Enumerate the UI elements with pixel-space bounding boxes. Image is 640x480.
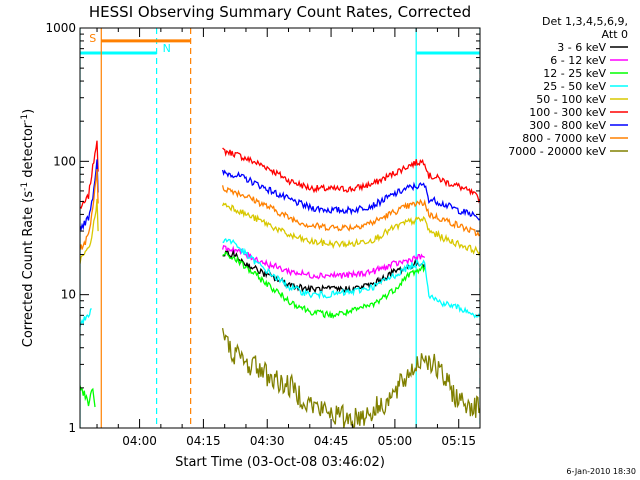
legend-header-line2: Att 0: [602, 28, 628, 41]
x-tick-label: 04:30: [250, 434, 285, 448]
series-line-2: [80, 168, 480, 251]
x-tick-label: 05:15: [441, 434, 476, 448]
y-axis: 1 10 100 1000: [45, 21, 480, 435]
x-axis: 04:00 04:15 04:30 04:45 05:00 05:15: [96, 28, 481, 448]
legend-label-0: 3 - 6 keV: [557, 41, 606, 54]
legend-label-2: 12 - 25 keV: [543, 67, 606, 80]
y-axis-label-sup1: -1: [20, 182, 30, 191]
series-line-3: [80, 198, 480, 264]
observing-markers: [80, 28, 480, 428]
series-line-1: [80, 159, 480, 232]
legend-label-6: 300 - 800 keV: [529, 119, 606, 132]
legend-header-line1: Det 1,3,4,5,6,9,: [542, 15, 628, 28]
legend-label-3: 25 - 50 keV: [543, 80, 606, 93]
y-tick-label: 10: [61, 288, 76, 302]
y-axis-label-end: ): [21, 109, 36, 114]
legend-label-4: 50 - 100 keV: [536, 93, 606, 106]
x-tick-label: 04:45: [314, 434, 349, 448]
y-axis-label-main: Corrected Count Rate (s: [21, 191, 36, 348]
series-line-4: [221, 245, 426, 280]
render-timestamp: 6-Jan-2010 18:30: [566, 467, 636, 476]
y-tick-label: 1000: [45, 21, 76, 35]
series-line-7: [80, 251, 426, 408]
series-group: [80, 140, 480, 428]
legend-label-7: 800 - 7000 keV: [522, 132, 606, 145]
night-marker-label: N: [163, 42, 171, 55]
y-tick-label: 100: [53, 154, 76, 168]
y-axis-label: Corrected Count Rate (s-1 detector-1): [20, 109, 36, 347]
plot-frame: [79, 27, 481, 429]
saa-marker-label: S: [89, 32, 96, 45]
y-axis-label-sup2: -1: [20, 114, 30, 123]
chart-title: HESSI Observing Summary Count Rates, Cor…: [89, 3, 471, 21]
x-tick-label: 04:00: [122, 434, 157, 448]
x-tick-label: 04:15: [186, 434, 221, 448]
x-axis-label: Start Time (03-Oct-08 03:46:02): [175, 455, 385, 470]
series-line-5: [222, 249, 426, 294]
x-tick-label: 05:00: [378, 434, 413, 448]
series-line-0: [80, 140, 480, 210]
y-axis-label-mid: detector: [21, 122, 36, 182]
legend-label-5: 100 - 300 keV: [529, 106, 606, 119]
y-tick-label: 1: [68, 421, 76, 435]
series-line-8: [221, 327, 480, 428]
series-line-6: [80, 238, 480, 327]
legend-label-1: 6 - 12 keV: [550, 54, 606, 67]
legend-label-8: 7000 - 20000 keV: [508, 145, 606, 158]
